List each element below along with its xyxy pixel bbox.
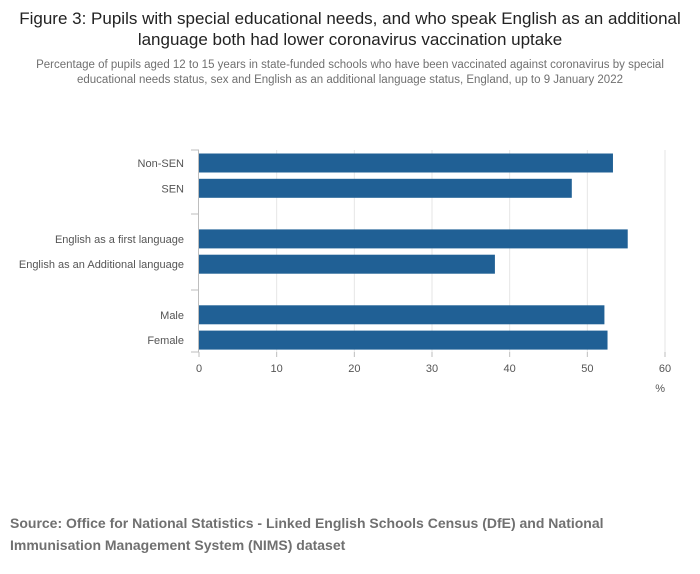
category-label-2: English as a first language — [55, 234, 184, 246]
x-tick-label-2: 20 — [348, 363, 360, 375]
bar-4 — [199, 305, 605, 325]
category-label-0: Non-SEN — [138, 158, 185, 170]
x-tick-label-6: 60 — [659, 363, 671, 375]
bar-1 — [199, 178, 572, 198]
x-axis-label: % — [655, 383, 665, 395]
bar-0 — [199, 153, 613, 173]
source-note: Source: Office for National Statistics -… — [10, 515, 604, 553]
x-tick-label-4: 40 — [504, 363, 516, 375]
x-tick-label-3: 30 — [426, 363, 438, 375]
chart-title: Figure 3: Pupils with special educationa… — [19, 9, 681, 49]
x-tick-label-1: 10 — [271, 363, 283, 375]
category-label-1: SEN — [161, 183, 184, 195]
bar-2 — [199, 229, 628, 249]
chart-subtitle: Percentage of pupils aged 12 to 15 years… — [36, 59, 664, 86]
bar-3 — [199, 254, 495, 274]
category-label-3: English as an Additional language — [19, 259, 184, 271]
x-tick-label-5: 50 — [581, 363, 593, 375]
category-label-4: Male — [160, 310, 184, 322]
x-tick-label-0: 0 — [196, 363, 202, 375]
bar-5 — [199, 330, 608, 350]
category-label-5: Female — [147, 335, 184, 347]
